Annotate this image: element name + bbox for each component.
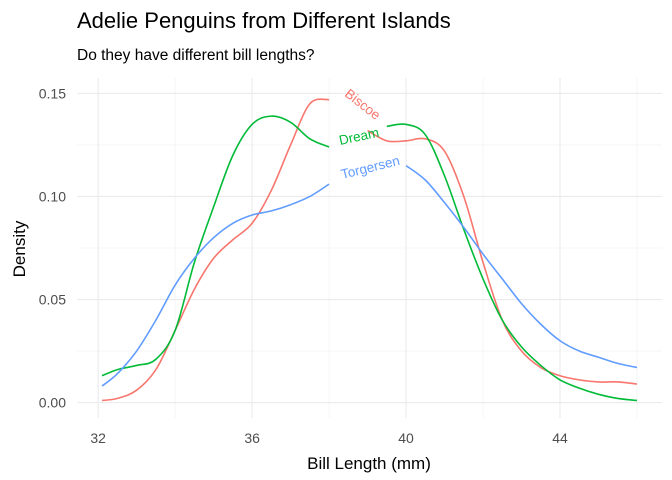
density-line-torgersen (405, 164, 638, 369)
chart-title: Adelie Penguins from Different Islands (77, 8, 451, 33)
density-line-dream (386, 123, 638, 402)
grid-lines (77, 78, 662, 418)
x-tick-label: 40 (398, 430, 414, 446)
chart-subtitle: Do they have different bill lengths? (77, 47, 315, 64)
density-curves (101, 98, 638, 402)
series-label-biscoe: Biscoe (342, 86, 383, 123)
series-label-dream: Dream (338, 125, 381, 148)
x-tick-label: 36 (244, 430, 260, 446)
x-tick-label: 32 (90, 430, 106, 446)
series-label-torgersen: Torgersen (339, 153, 401, 182)
y-tick-label: 0.00 (39, 395, 66, 411)
axis-ticks: 32 36 40 44 0.00 0.05 0.10 0.15 (39, 85, 568, 446)
density-line-dream (101, 115, 330, 377)
y-tick-label: 0.10 (39, 188, 66, 204)
x-axis-title: Bill Length (mm) (307, 454, 431, 473)
density-line-biscoe (101, 98, 330, 402)
density-line-torgersen (101, 183, 330, 387)
y-axis-title: Density (10, 220, 29, 277)
y-tick-label: 0.05 (39, 292, 66, 308)
y-tick-label: 0.15 (39, 85, 66, 101)
density-line-biscoe (367, 129, 638, 385)
x-tick-label: 44 (552, 430, 568, 446)
